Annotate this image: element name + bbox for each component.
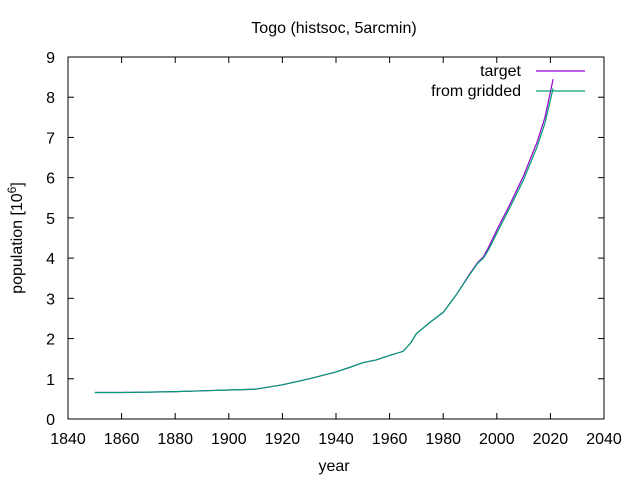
legend-label-1: from gridded xyxy=(431,83,521,100)
y-tick-label: 3 xyxy=(46,291,55,308)
x-tick-label: 2040 xyxy=(586,431,622,448)
y-axis-label-close: ] xyxy=(9,182,26,186)
series-group xyxy=(94,78,554,394)
legend-label-0: target xyxy=(480,63,521,80)
y-tick-label: 5 xyxy=(46,211,55,228)
y-axis: 0 1 2 3 4 5 6 7 8 9 xyxy=(46,50,604,429)
y-tick-label: 8 xyxy=(46,90,55,107)
series-line-0 xyxy=(94,78,554,394)
plot-border xyxy=(67,56,605,420)
legend: target from gridded xyxy=(431,63,585,100)
x-tick-label: 1860 xyxy=(104,431,140,448)
x-axis: 1840 1860 1880 1900 1920 1940 1960 1980 2000 2020… xyxy=(50,57,622,448)
x-tick-label: 2020 xyxy=(533,431,569,448)
y-axis-label-exponent: 6 xyxy=(5,186,19,193)
x-tick-label: 1900 xyxy=(211,431,247,448)
y-tick-label: 1 xyxy=(46,372,55,389)
y-tick-label: 0 xyxy=(46,412,55,429)
y-tick-label: 9 xyxy=(46,50,55,67)
x-tick-label: 1880 xyxy=(157,431,193,448)
y-axis-label-main: population [10 xyxy=(9,193,26,294)
x-tick-label: 1920 xyxy=(265,431,301,448)
y-tick-label: 4 xyxy=(46,251,55,268)
chart-title: Togo (histsoc, 5arcmin) xyxy=(251,20,416,37)
y-tick-label: 7 xyxy=(46,130,55,147)
x-tick-label: 1960 xyxy=(372,431,408,448)
x-tick-label: 1980 xyxy=(425,431,461,448)
series-line-1 xyxy=(94,88,554,394)
y-tick-label: 2 xyxy=(46,332,55,349)
x-axis-label: year xyxy=(318,458,350,475)
x-tick-label: 1840 xyxy=(50,431,86,448)
plot-area xyxy=(67,56,605,420)
y-axis-label: population [106] xyxy=(5,182,26,294)
x-tick-label: 1940 xyxy=(318,431,354,448)
y-tick-label: 6 xyxy=(46,171,55,188)
x-tick-label: 2000 xyxy=(479,431,515,448)
